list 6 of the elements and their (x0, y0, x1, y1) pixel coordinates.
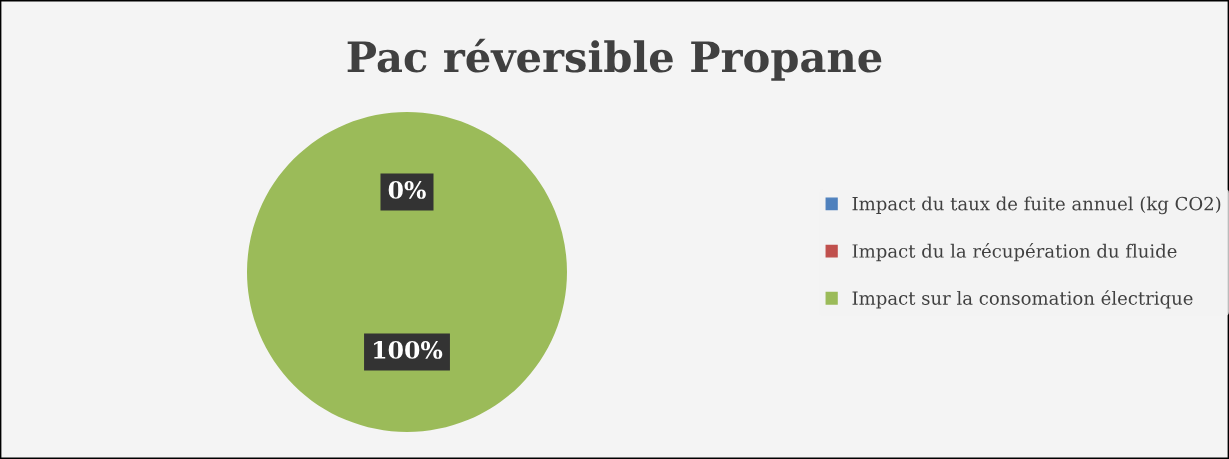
legend-label: Impact sur la consomation électrique (852, 290, 1193, 309)
text: 0% (388, 180, 426, 199)
data-label: 100% (374, 340, 443, 359)
chart-title: Pac réversible Propane (347, 38, 882, 81)
legend-label: Impact du la récupération du fluide (852, 243, 1177, 262)
legend-label: Impact du taux de fuite annuel (kg CO2) (852, 196, 1221, 215)
